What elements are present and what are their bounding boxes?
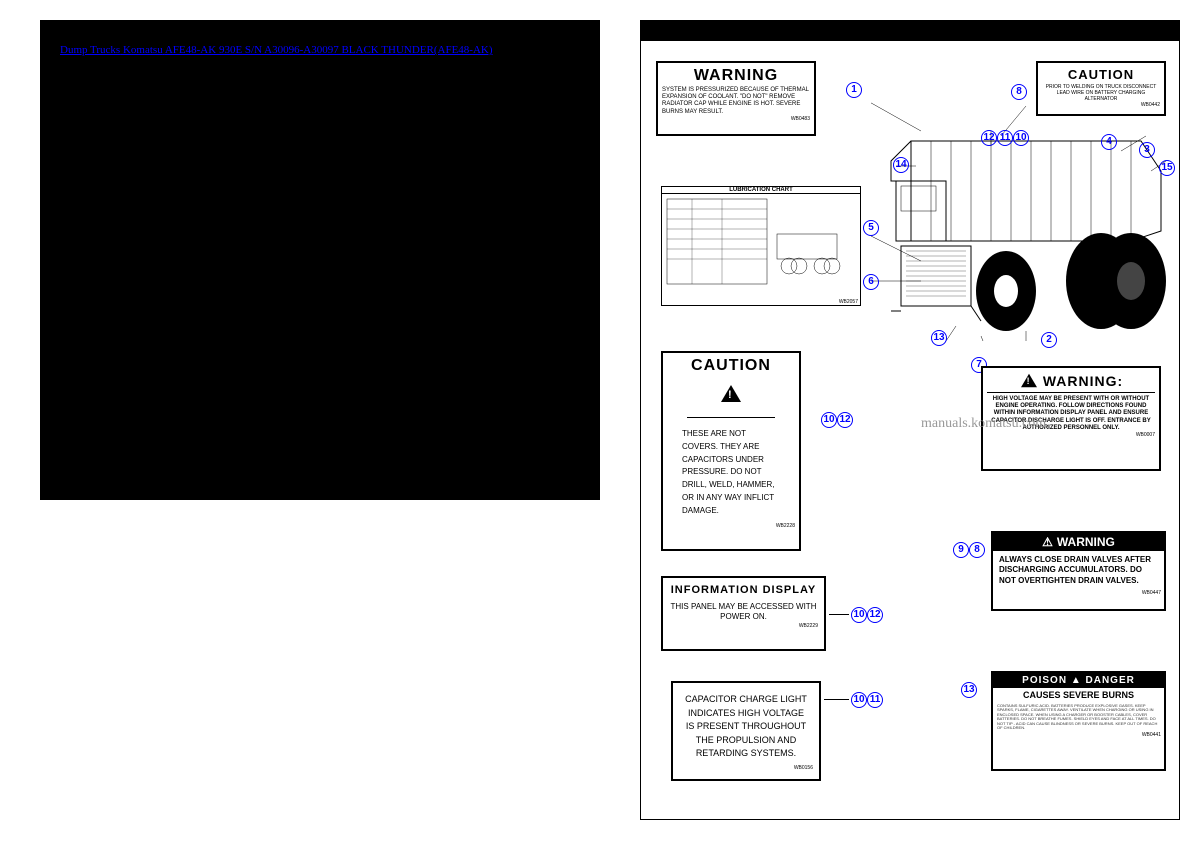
warning-code: WB0007 [987,432,1155,438]
callout-1: 1 [846,81,862,98]
info-text: THIS PANEL MAY BE ACCESSED WITH POWER ON… [669,602,818,623]
warning-title: WARNING [662,67,810,85]
breadcrumb-segment: Komatsu [123,44,163,56]
truck-svg [871,81,1171,341]
caution-capacitor-box: CAUTION THESE ARE NOT COVERS. THEY ARE C… [661,351,801,551]
leader-line [829,614,849,615]
left-panel: Dump Trucks Komatsu AFE48-AK 930E S/N A3… [40,20,600,500]
warning-text: ALWAYS CLOSE DRAIN VALVES AFTER DISCHARG… [993,551,1164,590]
poison-subtitle: CAUSES SEVERE BURNS [993,688,1164,702]
truck-illustration [871,81,1171,341]
info-display-box: INFORMATION DISPLAY THIS PANEL MAY BE AC… [661,576,826,651]
callout-5: 5 [863,219,879,236]
callout-14: 14 [893,156,909,173]
capacitor-text: CAPACITOR CHARGE LIGHT INDICATES HIGH VO… [679,689,813,765]
caution-title: CAUTION [1042,67,1160,82]
callout-6: 6 [863,273,879,290]
callout-4: 4 [1101,133,1117,150]
warning-drain-box: ⚠ WARNING ALWAYS CLOSE DRAIN VALVES AFTE… [991,531,1166,611]
breadcrumb-segment: Dump Trucks [60,44,120,56]
callout-10-11: 1011 [851,691,883,708]
breadcrumb-segment: AFE48-AK 930E S/N A30096-A30097 BLACK TH… [165,44,493,56]
info-code: WB2229 [669,623,818,629]
caution-text: THESE ARE NOT COVERS. THEY ARE CAPACITOR… [667,423,795,523]
info-title: INFORMATION DISPLAY [669,584,818,596]
caution-code: WB2228 [667,523,795,529]
callout-10-12b: 1012 [851,606,883,623]
warning-text: SYSTEM IS PRESSURIZED BECAUSE OF THERMAL… [662,87,810,116]
callout-15: 15 [1159,159,1175,176]
lubrication-chart: LUBRICATION CHART WB2057 [661,186,861,306]
lube-chart-svg [662,194,860,294]
lube-chart-code: WB2057 [662,299,860,305]
diagram-panel: WARNING SYSTEM IS PRESSURIZED BECAUSE OF… [640,20,1180,820]
callout-13b: 13 [961,681,977,698]
poison-title: POISON ▲ DANGER [993,673,1164,688]
capacitor-code: WB0156 [679,765,813,771]
warning-triangle-icon [1021,374,1037,388]
capacitor-charge-box: CAPACITOR CHARGE LIGHT INDICATES HIGH VO… [671,681,821,781]
callout-3: 3 [1139,141,1155,158]
callout-8a: 8 [1011,83,1027,100]
leader-line [824,699,849,700]
warning-code: WB0483 [662,116,810,122]
callout-12-11-10: 121110 [981,129,1029,146]
breadcrumb-link[interactable]: Dump Trucks Komatsu AFE48-AK 930E S/N A3… [60,44,493,56]
poison-fine-print: CONTAINS SULFURIC ACID. BATTERIES PRODUC… [993,702,1164,732]
warning-pressurized-box: WARNING SYSTEM IS PRESSURIZED BECAUSE OF… [656,61,816,136]
warning-triangle-icon [721,385,741,402]
poison-code: WB0441 [993,732,1164,738]
warning-title: WARNING: [1043,373,1123,389]
callout-10-12a: 1012 [821,411,853,428]
callout-9-8: 98 [953,541,985,558]
watermark: manuals.komatsu.com [921,416,1046,432]
lube-chart-title: LUBRICATION CHART [662,187,860,194]
warning-title: WARNING [1057,535,1115,549]
callout-2: 2 [1041,331,1057,348]
warning-code: WB0447 [993,590,1164,596]
poison-danger-box: POISON ▲ DANGER CAUSES SEVERE BURNS CONT… [991,671,1166,771]
callout-13a: 13 [931,329,947,346]
caution-title: CAUTION [667,357,795,375]
